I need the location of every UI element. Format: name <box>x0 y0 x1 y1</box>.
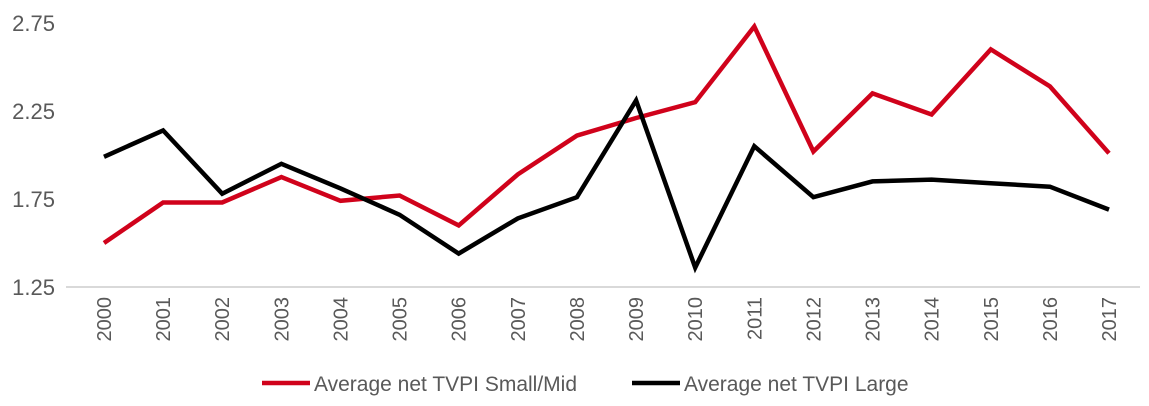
x-tick-label: 2011 <box>744 297 766 340</box>
x-tick-label: 2007 <box>508 297 530 342</box>
x-tick-label: 2016 <box>1040 297 1062 342</box>
legend-label: Average net TVPI Large <box>684 373 909 396</box>
y-tick-label: 2.75 <box>12 11 55 36</box>
y-tick-label: 2.25 <box>12 99 55 124</box>
x-tick-label: 2002 <box>212 297 234 342</box>
y-tick-label: 1.25 <box>12 275 55 300</box>
series-line-small-mid <box>102 22 1111 245</box>
x-tick-label: 2004 <box>330 297 352 342</box>
x-tick-label: 2008 <box>567 297 589 342</box>
legend-item: Average net TVPI Large <box>632 373 909 396</box>
x-tick-label: 2017 <box>1099 297 1121 342</box>
x-tick-label: 2003 <box>271 297 293 342</box>
x-tick-label: 2013 <box>863 297 885 342</box>
legend-item: Average net TVPI Small/Mid <box>262 373 577 396</box>
x-tick-label: 2001 <box>153 297 175 342</box>
legend-label: Average net TVPI Small/Mid <box>314 373 577 396</box>
x-tick-label: 2000 <box>94 297 116 342</box>
y-tick-label: 1.75 <box>12 187 55 212</box>
x-tick-label: 2006 <box>449 297 471 342</box>
x-tick-label: 2014 <box>922 297 944 342</box>
x-tick-label: 2005 <box>390 297 412 342</box>
x-tick-label: 2015 <box>981 297 1003 342</box>
series-line-large <box>103 95 1110 274</box>
x-tick-label: 2010 <box>685 297 707 342</box>
x-tick-label: 2009 <box>626 297 648 342</box>
x-tick-label: 2012 <box>803 297 825 342</box>
